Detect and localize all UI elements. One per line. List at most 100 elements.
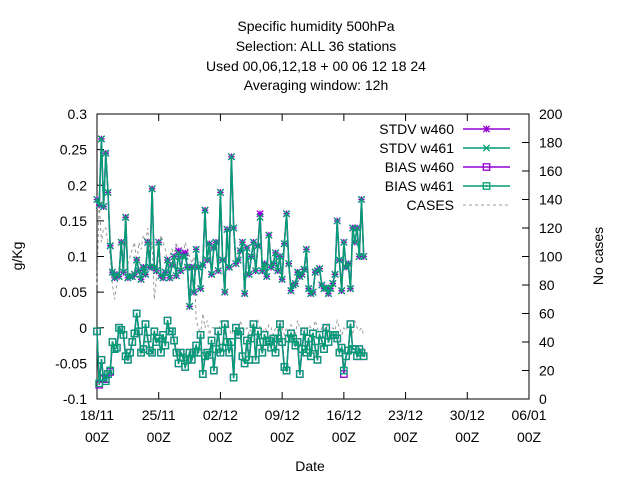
chart-title: Specific humidity 500hPa Selection: ALL … [206,18,426,93]
data-point-dot [219,351,222,354]
data-point [227,338,236,346]
data-point-box [267,343,275,352]
y2-tick-label: 160 [539,163,563,179]
data-point [342,263,350,271]
legend-marker [482,182,491,190]
data-point-dot [188,351,191,354]
data-point-dot [179,351,182,354]
data-point [324,289,333,298]
legend-marker-box [482,182,491,190]
data-point-dot [345,355,347,358]
data-point-box [101,377,110,386]
y-tick-label: 0.15 [60,213,87,229]
x-tick-label-time: 00Z [208,429,233,445]
data-point [148,348,156,357]
data-point [340,238,348,246]
data-point [163,316,172,325]
data-point-dot [265,341,268,343]
y-tick-label: 0.25 [60,142,87,158]
data-point-box [304,334,313,343]
x-tick-label-time: 00Z [455,429,480,445]
data-point-box [198,370,207,378]
data-point-dot [113,348,116,350]
data-point [251,355,260,364]
data-point [176,348,185,357]
data-point-dot [301,348,303,350]
data-point [132,309,141,318]
title-line-1: Specific humidity 500hPa [237,18,394,34]
data-point-dot [197,351,200,354]
data-point-box [110,345,119,353]
data-point [326,284,335,293]
data-point [227,153,236,161]
y2-tick-label: 60 [539,306,555,322]
data-point-dot [354,348,356,350]
data-point-dot [257,330,259,333]
data-point-dot [316,359,319,361]
data-point-box [168,327,176,336]
data-point [128,338,137,346]
data-point-box [130,329,139,338]
data-point [119,268,128,276]
data-point-dot [164,344,167,347]
data-point [194,263,203,271]
data-point [223,225,231,234]
legend-label: BIAS w461 [385,178,454,194]
y-axis-label: g/Kg [9,242,25,271]
data-point-box [260,331,269,339]
data-point [295,370,304,378]
data-point [247,334,256,343]
data-point [139,263,147,271]
x-tick-label-date: 18/11 [80,407,114,423]
data-point-box [203,348,212,357]
data-point [161,341,170,350]
y2-axis-label: No cases [590,227,606,285]
data-point-dot [129,351,131,354]
data-point-dot [173,339,175,342]
data-point-box [293,338,302,346]
series-line [96,199,365,337]
y-tick-label: -0.1 [63,391,87,407]
data-point [198,370,207,378]
data-point [135,327,143,336]
data-point-box [141,320,150,329]
data-point [168,261,176,269]
data-point [269,334,278,343]
y-tick-label: 0 [79,320,87,336]
data-point-dot [232,376,235,379]
data-point-box [143,334,152,343]
legend-marker [482,163,491,171]
data-point-box [251,355,260,364]
data-point-box [112,343,121,352]
data-point-box [124,355,132,364]
data-point-dot [327,341,330,343]
data-point-box [311,343,320,352]
data-point [265,231,273,239]
data-point [324,338,333,346]
data-point-dot [199,334,202,336]
data-point [187,355,196,364]
data-point [223,338,231,346]
legend-marker [482,125,491,133]
legend-label: STDV w461 [379,140,454,156]
data-point-dot [279,323,281,325]
data-point [346,284,355,293]
data-point-dot [111,341,114,343]
data-point-dot [230,341,233,343]
data-point [218,256,227,264]
data-point [207,336,216,345]
data-point-box [227,338,236,346]
data-point-dot [332,334,334,336]
data-point [267,343,275,352]
data-point-dot [312,332,314,335]
legend-label: CASES [407,197,454,213]
data-point [115,323,123,332]
data-point [185,348,194,357]
data-point-dot [215,348,217,350]
data-point-dot [160,351,162,354]
legend-marker-dot [485,185,488,187]
data-point [247,252,255,261]
data-point-dot [195,344,197,347]
data-point-dot [276,337,279,340]
data-point-dot [309,355,312,358]
